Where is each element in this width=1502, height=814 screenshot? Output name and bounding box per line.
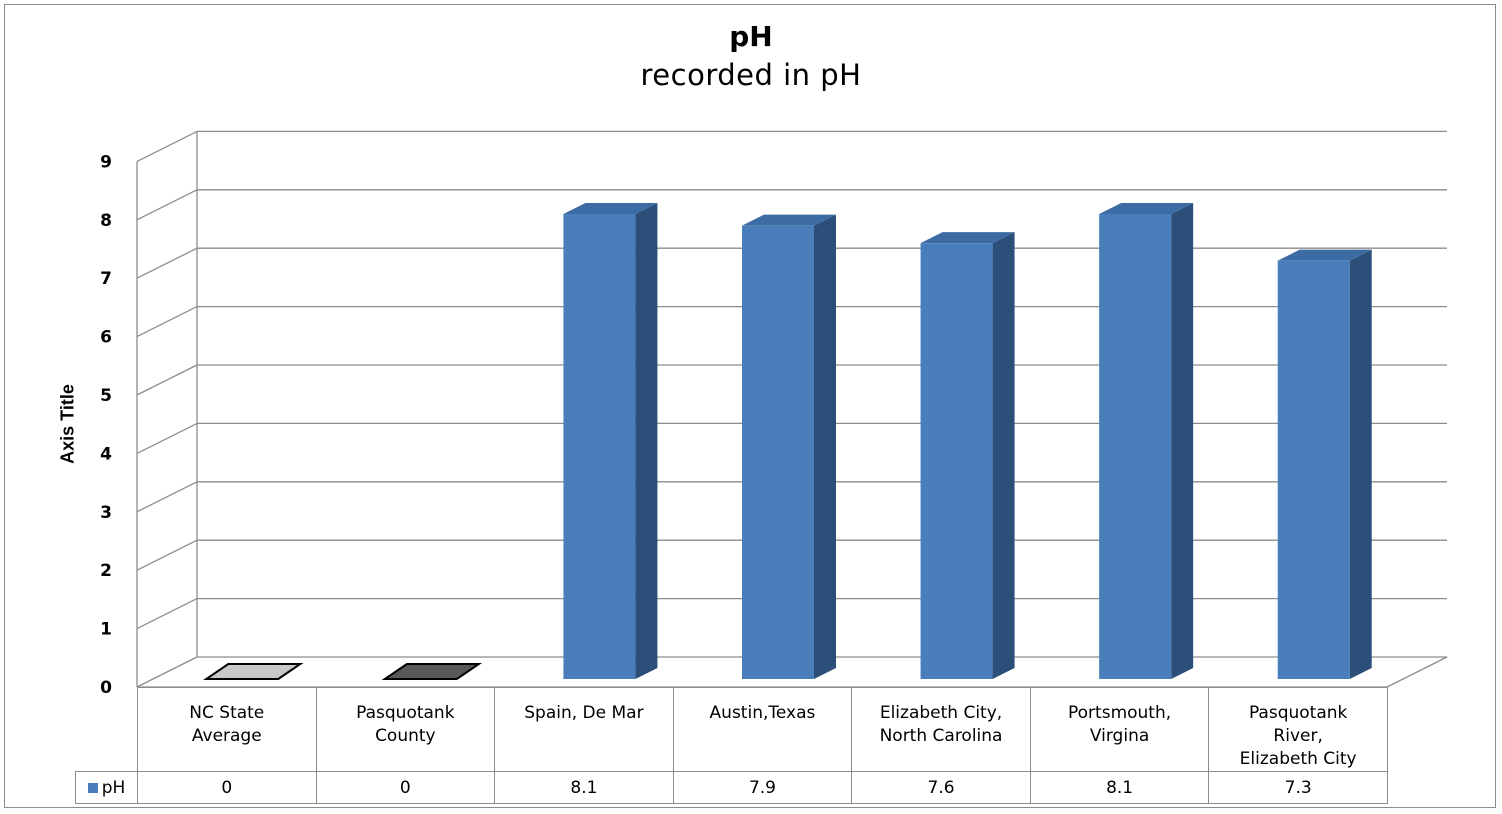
bar bbox=[742, 225, 814, 679]
table-value: 7.3 bbox=[1208, 771, 1388, 804]
side-wall-gridline bbox=[136, 656, 198, 688]
category-label-line: Elizabeth City bbox=[1239, 749, 1357, 769]
bar-top bbox=[563, 202, 658, 214]
bar bbox=[1277, 260, 1350, 679]
category-label-line: River, bbox=[1273, 726, 1323, 746]
side-wall-gridline bbox=[136, 306, 198, 338]
category-label: Pasquotank River, Elizabeth City bbox=[1208, 687, 1388, 772]
category-label-line: Average bbox=[191, 726, 262, 746]
side-wall-gridline bbox=[136, 364, 198, 396]
side-wall-gridline bbox=[136, 539, 198, 571]
side-wall-gridline bbox=[136, 247, 198, 279]
category-label-line: Elizabeth City, bbox=[879, 703, 1003, 723]
chart-title: pH bbox=[729, 20, 773, 53]
bar bbox=[563, 213, 636, 679]
category-label: Portsmouth, Virgina bbox=[1029, 687, 1210, 772]
bar-side bbox=[814, 214, 836, 679]
category-label-line: Spain, De Mar bbox=[524, 703, 644, 723]
table-value: 7.6 bbox=[851, 771, 1031, 804]
y-tick-label: 8 bbox=[100, 211, 112, 231]
value-row: pH 0 0 8.1 7.9 7.6 8.1 7.3 bbox=[75, 771, 1388, 804]
bar bbox=[1099, 213, 1172, 679]
bar-zero-marker bbox=[203, 663, 304, 680]
category-label: Elizabeth City, North Carolina bbox=[851, 687, 1031, 772]
bar-side bbox=[992, 232, 1015, 679]
category-label: Pasquotank County bbox=[315, 687, 496, 772]
bar-zero-marker bbox=[381, 663, 483, 680]
y-tick-label: 1 bbox=[100, 620, 112, 640]
legend-key: pH bbox=[75, 771, 138, 804]
category-label: Austin,Texas bbox=[672, 687, 853, 772]
y-tick-label: 3 bbox=[100, 503, 112, 523]
y-tick-label: 9 bbox=[100, 152, 112, 172]
category-label-line: North Carolina bbox=[879, 726, 1003, 746]
table-value: 0 bbox=[137, 771, 317, 804]
y-tick-label: 4 bbox=[100, 444, 112, 464]
table-value: 8.1 bbox=[494, 771, 674, 804]
legend-swatch bbox=[87, 782, 98, 793]
side-wall-gridline bbox=[136, 130, 198, 162]
y-tick-label: 5 bbox=[100, 386, 112, 406]
category-label-line: Pasquotank bbox=[1248, 703, 1348, 723]
category-label-line: Pasquotank bbox=[356, 703, 455, 723]
bar-side bbox=[1349, 249, 1372, 679]
category-label-line: County bbox=[375, 726, 436, 746]
bar-top bbox=[1277, 249, 1372, 261]
side-wall-gridline bbox=[136, 598, 198, 630]
category-row: NC State Average Pasquotank County Spain, De… bbox=[75, 687, 1388, 772]
chart-subtitle: recorded in pH bbox=[640, 58, 862, 92]
category-label-line: Portsmouth, bbox=[1068, 703, 1172, 723]
y-tick-label: 6 bbox=[100, 328, 112, 348]
side-wall-gridline bbox=[136, 189, 198, 221]
category-label-line: Virgina bbox=[1089, 726, 1150, 746]
bar-side bbox=[1171, 202, 1194, 679]
category-label-line: Austin,Texas bbox=[709, 703, 816, 723]
category-label-line: NC State bbox=[189, 703, 265, 723]
floor-right-edge bbox=[1386, 656, 1448, 688]
bar-top bbox=[920, 232, 1015, 244]
data-table: NC State Average Pasquotank County Spain, De… bbox=[75, 687, 1388, 804]
bar-side bbox=[635, 202, 658, 679]
bar bbox=[920, 243, 993, 679]
y-tick-label: 2 bbox=[100, 561, 112, 581]
table-value: 0 bbox=[315, 771, 496, 804]
side-wall-gridline bbox=[136, 481, 198, 513]
category-label: Spain, De Mar bbox=[494, 687, 674, 772]
table-corner bbox=[75, 687, 138, 772]
table-value: 8.1 bbox=[1029, 771, 1210, 804]
y-tick-label: 7 bbox=[100, 269, 112, 289]
side-wall-gridline bbox=[136, 422, 198, 454]
bar-top bbox=[1099, 202, 1194, 214]
legend-label: pH bbox=[101, 777, 126, 798]
bar-top bbox=[742, 214, 836, 226]
table-value: 7.9 bbox=[672, 771, 853, 804]
category-label: NC State Average bbox=[137, 687, 317, 772]
